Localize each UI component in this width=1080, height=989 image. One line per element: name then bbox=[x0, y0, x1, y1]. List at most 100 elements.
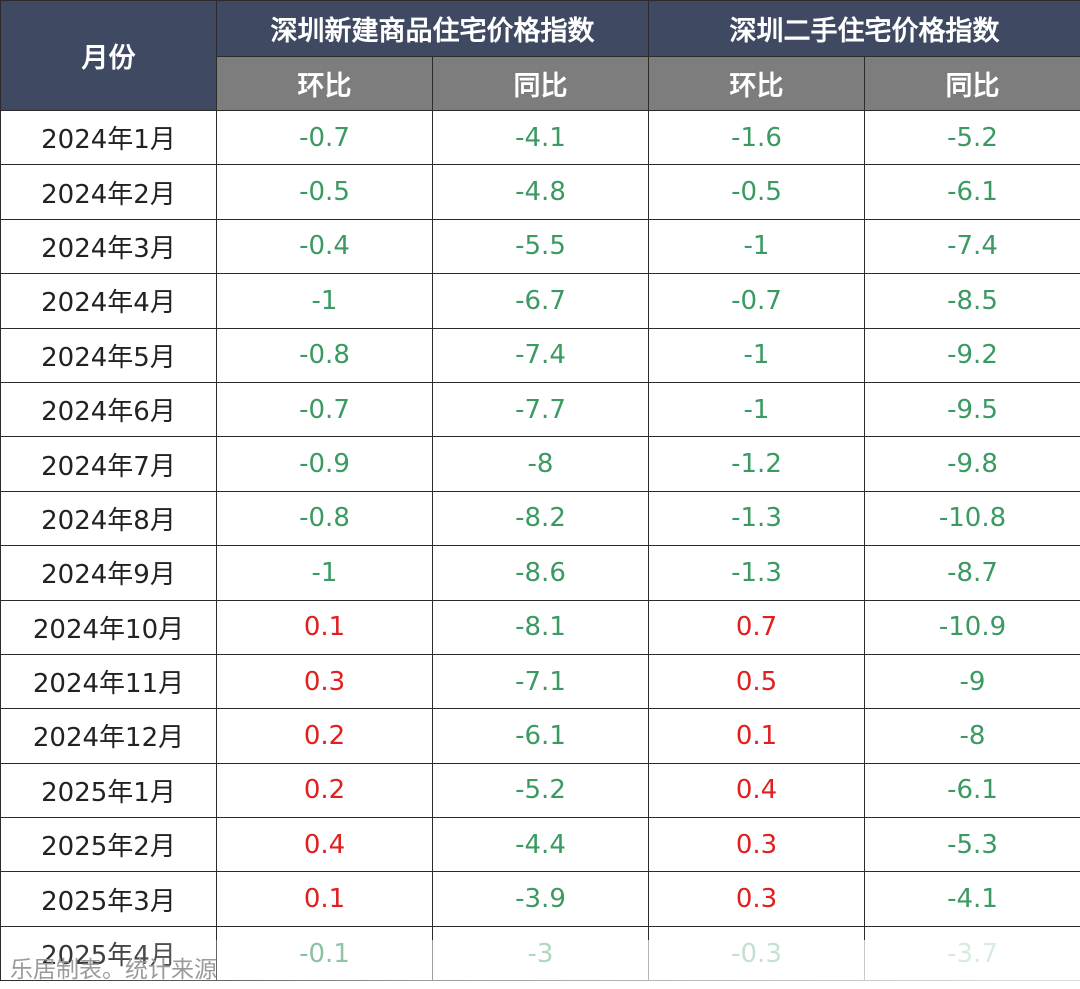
value-cell-sec-yoy: -5.3 bbox=[864, 817, 1080, 873]
value-cell-sec-yoy: -9.8 bbox=[864, 436, 1080, 492]
second-hand-index-header: 深圳二手住宅价格指数 bbox=[648, 0, 1080, 57]
value-cell-new-mom: -0.8 bbox=[216, 490, 433, 547]
value-cell-sec-yoy: -3.7 bbox=[864, 925, 1080, 982]
value-cell-new-mom: 0.3 bbox=[216, 653, 433, 710]
value-cell-sec-mom: 0.7 bbox=[648, 599, 865, 655]
value-cell-new-yoy: -4.1 bbox=[432, 109, 649, 166]
month-cell: 2024年8月 bbox=[0, 490, 217, 547]
value-cell-sec-mom: 0.4 bbox=[648, 762, 865, 819]
value-cell-sec-mom: -1.6 bbox=[648, 109, 865, 166]
value-cell-sec-mom: -1 bbox=[648, 381, 865, 438]
value-cell-new-yoy: -5.5 bbox=[432, 218, 649, 275]
value-cell-new-yoy: -6.7 bbox=[432, 273, 649, 329]
table-row: 2024年3月 -0.4 -5.5 -1 -7.4 bbox=[0, 218, 1080, 275]
value-cell-sec-yoy: -9.5 bbox=[864, 381, 1080, 438]
value-cell-new-yoy: -7.1 bbox=[432, 653, 649, 710]
table-row: 2025年1月 0.2 -5.2 0.4 -6.1 bbox=[0, 762, 1080, 819]
value-cell-sec-mom: -1.2 bbox=[648, 436, 865, 492]
value-cell-new-mom: 0.1 bbox=[216, 599, 433, 655]
value-cell-new-yoy: -7.4 bbox=[432, 327, 649, 383]
new-yoy-header: 同比 bbox=[432, 56, 649, 111]
table-row: 2024年11月 0.3 -7.1 0.5 -9 bbox=[0, 653, 1080, 710]
value-cell-new-mom: -1 bbox=[216, 273, 433, 329]
value-cell-sec-yoy: -8.7 bbox=[864, 545, 1080, 601]
value-cell-new-yoy: -8.1 bbox=[432, 599, 649, 655]
table-row: 2024年2月 -0.5 -4.8 -0.5 -6.1 bbox=[0, 164, 1080, 220]
month-cell: 2024年11月 bbox=[0, 653, 217, 710]
value-cell-new-yoy: -8 bbox=[432, 436, 649, 492]
month-cell: 2024年2月 bbox=[0, 164, 217, 220]
table-row: 2024年12月 0.2 -6.1 0.1 -8 bbox=[0, 708, 1080, 764]
value-cell-sec-yoy: -4.1 bbox=[864, 871, 1080, 927]
month-cell: 2025年3月 bbox=[0, 871, 217, 927]
value-cell-new-yoy: -7.7 bbox=[432, 381, 649, 438]
month-header: 月份 bbox=[0, 0, 217, 111]
value-cell-sec-yoy: -7.4 bbox=[864, 218, 1080, 275]
value-cell-sec-mom: 0.1 bbox=[648, 708, 865, 764]
value-cell-sec-mom: 0.3 bbox=[648, 817, 865, 873]
value-cell-sec-yoy: -5.2 bbox=[864, 109, 1080, 166]
month-cell: 2024年10月 bbox=[0, 599, 217, 655]
table-row: 2024年8月 -0.8 -8.2 -1.3 -10.8 bbox=[0, 490, 1080, 547]
value-cell-sec-yoy: -8 bbox=[864, 708, 1080, 764]
table-row: 2024年9月 -1 -8.6 -1.3 -8.7 bbox=[0, 545, 1080, 601]
value-cell-new-yoy: -8.2 bbox=[432, 490, 649, 547]
value-cell-sec-mom: -0.3 bbox=[648, 925, 865, 982]
value-cell-sec-yoy: -9 bbox=[864, 653, 1080, 710]
value-cell-sec-yoy: -6.1 bbox=[864, 762, 1080, 819]
value-cell-new-yoy: -3 bbox=[432, 925, 649, 982]
table-row: 2024年4月 -1 -6.7 -0.7 -8.5 bbox=[0, 273, 1080, 329]
value-cell-new-yoy: -8.6 bbox=[432, 545, 649, 601]
value-cell-new-mom: 0.2 bbox=[216, 708, 433, 764]
value-cell-new-mom: 0.2 bbox=[216, 762, 433, 819]
value-cell-new-mom: -0.1 bbox=[216, 925, 433, 982]
value-cell-new-mom: -0.7 bbox=[216, 109, 433, 166]
month-cell: 2024年5月 bbox=[0, 327, 217, 383]
value-cell-new-yoy: -4.4 bbox=[432, 817, 649, 873]
new-mom-header: 环比 bbox=[216, 56, 433, 111]
value-cell-sec-mom: -1 bbox=[648, 218, 865, 275]
value-cell-sec-yoy: -10.8 bbox=[864, 490, 1080, 547]
value-cell-new-yoy: -5.2 bbox=[432, 762, 649, 819]
table-row: 2024年10月 0.1 -8.1 0.7 -10.9 bbox=[0, 599, 1080, 655]
table-row: 2024年6月 -0.7 -7.7 -1 -9.5 bbox=[0, 381, 1080, 438]
month-cell: 2024年12月 bbox=[0, 708, 217, 764]
new-home-index-header: 深圳新建商品住宅价格指数 bbox=[216, 0, 649, 57]
month-cell: 2025年1月 bbox=[0, 762, 217, 819]
value-cell-sec-mom: -1 bbox=[648, 327, 865, 383]
value-cell-new-yoy: -3.9 bbox=[432, 871, 649, 927]
month-cell: 2024年1月 bbox=[0, 109, 217, 166]
table-row: 2025年3月 0.1 -3.9 0.3 -4.1 bbox=[0, 871, 1080, 927]
month-cell: 2024年6月 bbox=[0, 381, 217, 438]
month-cell: 2025年2月 bbox=[0, 817, 217, 873]
value-cell-sec-yoy: -9.2 bbox=[864, 327, 1080, 383]
value-cell-new-yoy: -4.8 bbox=[432, 164, 649, 220]
month-cell: 2024年9月 bbox=[0, 545, 217, 601]
value-cell-sec-mom: -0.5 bbox=[648, 164, 865, 220]
value-cell-sec-mom: 0.5 bbox=[648, 653, 865, 710]
value-cell-new-mom: -0.9 bbox=[216, 436, 433, 492]
table-row: 2024年7月 -0.9 -8 -1.2 -9.8 bbox=[0, 436, 1080, 492]
table-body: 2024年1月 -0.7 -4.1 -1.6 -5.2 2024年2月 -0.5 -4.8 -0… bbox=[0, 109, 1080, 982]
month-cell: 2024年4月 bbox=[0, 273, 217, 329]
second-yoy-header: 同比 bbox=[864, 56, 1080, 111]
source-footer: 乐居制表。统计来源 bbox=[10, 957, 217, 983]
value-cell-new-mom: 0.1 bbox=[216, 871, 433, 927]
table-row: 2025年2月 0.4 -4.4 0.3 -5.3 bbox=[0, 817, 1080, 873]
value-cell-new-mom: -1 bbox=[216, 545, 433, 601]
table-row: 2024年1月 -0.7 -4.1 -1.6 -5.2 bbox=[0, 109, 1080, 166]
value-cell-sec-mom: -0.7 bbox=[648, 273, 865, 329]
value-cell-sec-yoy: -6.1 bbox=[864, 164, 1080, 220]
value-cell-new-mom: -0.8 bbox=[216, 327, 433, 383]
month-cell: 2024年7月 bbox=[0, 436, 217, 492]
value-cell-sec-mom: -1.3 bbox=[648, 490, 865, 547]
value-cell-new-mom: -0.7 bbox=[216, 381, 433, 438]
value-cell-new-mom: 0.4 bbox=[216, 817, 433, 873]
value-cell-sec-yoy: -10.9 bbox=[864, 599, 1080, 655]
table-row: 2024年5月 -0.8 -7.4 -1 -9.2 bbox=[0, 327, 1080, 383]
value-cell-new-yoy: -6.1 bbox=[432, 708, 649, 764]
value-cell-sec-yoy: -8.5 bbox=[864, 273, 1080, 329]
second-mom-header: 环比 bbox=[648, 56, 865, 111]
value-cell-new-mom: -0.4 bbox=[216, 218, 433, 275]
